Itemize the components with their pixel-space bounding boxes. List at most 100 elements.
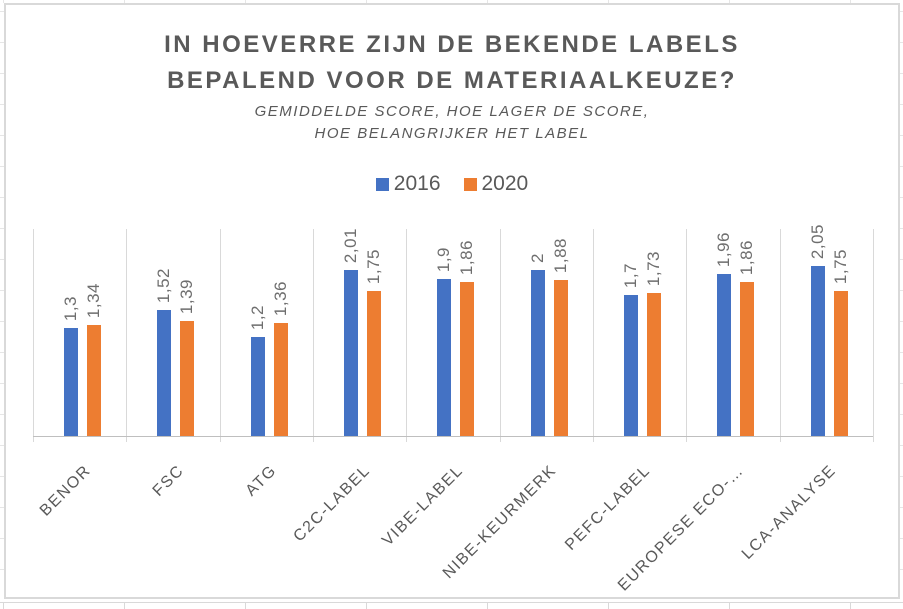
value-label-2020-nibe-keurmerk: 1,88 — [551, 237, 570, 273]
worksheet-gridline — [0, 321, 4, 322]
worksheet-gridline — [900, 11, 903, 12]
worksheet-gridline — [900, 569, 903, 570]
value-label-2020-benor: 1,34 — [84, 282, 103, 318]
category-label-c2c-label: C2C-LABEL — [290, 462, 375, 546]
bar-2016-c2c-label[interactable] — [344, 270, 358, 436]
bar-2016-pefc-label[interactable] — [624, 295, 638, 436]
worksheet-gridline — [0, 228, 4, 229]
worksheet-gridline — [729, 603, 730, 609]
category-label-atg: ATG — [242, 462, 281, 500]
worksheet-gridline — [0, 135, 4, 136]
worksheet-gridline — [0, 352, 4, 353]
worksheet-gridline — [900, 414, 903, 415]
bar-2020-lca-analyse[interactable] — [834, 291, 848, 436]
worksheet-gridline — [124, 0, 125, 3]
worksheet-gridline — [900, 290, 903, 291]
plot-gridline — [406, 229, 407, 442]
bar-2016-vibe-label[interactable] — [437, 279, 451, 436]
chart-area[interactable]: IN HOEVERRE ZIJN DE BEKENDE LABELS BEPAL… — [4, 3, 900, 599]
worksheet-gridline — [900, 383, 903, 384]
value-label-2016-lca-analyse: 2,05 — [808, 223, 827, 259]
value-label-2016-c2c-label: 2,01 — [341, 227, 360, 263]
value-label-2020-europese-eco: 1,86 — [737, 239, 756, 275]
plot-gridline — [313, 229, 314, 442]
worksheet-gridline — [0, 11, 4, 12]
worksheet-gridline — [900, 104, 903, 105]
plot-gridline — [500, 229, 501, 442]
worksheet-gridline — [0, 445, 4, 446]
bar-2020-vibe-label[interactable] — [460, 282, 474, 436]
worksheet-gridline — [729, 0, 730, 3]
bar-2020-fsc[interactable] — [180, 321, 194, 436]
worksheet-gridline — [900, 228, 903, 229]
bar-2016-atg[interactable] — [251, 337, 265, 436]
worksheet-gridline — [0, 602, 903, 603]
value-label-2020-lca-analyse: 1,75 — [831, 248, 850, 284]
category-label-benor: BENOR — [36, 462, 95, 520]
subtitle-line-2: HOE BELANGRIJKER HET LABEL — [314, 125, 590, 142]
bar-2016-nibe-keurmerk[interactable] — [531, 270, 545, 436]
worksheet-gridline — [0, 569, 4, 570]
bar-2020-atg[interactable] — [274, 323, 288, 436]
plot-gridline — [873, 229, 874, 442]
bar-2016-benor[interactable] — [64, 328, 78, 436]
x-axis-line — [33, 436, 873, 437]
plot-gridline — [33, 229, 34, 442]
worksheet-gridline — [900, 197, 903, 198]
value-label-2016-benor: 1,3 — [61, 295, 80, 321]
category-label-vibe-label: VIBE-LABEL — [379, 462, 468, 550]
bar-2020-c2c-label[interactable] — [367, 291, 381, 436]
plot-gridline — [686, 229, 687, 442]
value-label-2016-pefc-label: 1,7 — [621, 262, 640, 288]
worksheet-gridline — [3, 0, 4, 3]
bar-2016-europese-eco[interactable] — [717, 274, 731, 436]
worksheet-gridline — [900, 538, 903, 539]
plot-gridline — [593, 229, 594, 442]
worksheet-gridline — [245, 0, 246, 3]
worksheet-gridline — [0, 476, 4, 477]
plot-area: 1,3 1,52 1,2 2,01 1,9 2 1,7 1,96 2,05 1,34 1,39 1,3… — [33, 224, 874, 594]
worksheet-gridline — [900, 352, 903, 353]
subtitle-line-1: GEMIDDELDE SCORE, HOE LAGER DE SCORE, — [254, 103, 650, 120]
worksheet-gridline — [0, 197, 4, 198]
worksheet-gridline — [0, 42, 4, 43]
worksheet-gridline — [850, 0, 851, 3]
value-label-2016-vibe-label: 1,9 — [434, 246, 453, 272]
bar-2016-fsc[interactable] — [157, 310, 171, 436]
chart-title[interactable]: IN HOEVERRE ZIJN DE BEKENDE LABELS BEPAL… — [6, 27, 898, 145]
legend-item-2016[interactable]: 2016 — [375, 172, 441, 196]
worksheet-gridline — [245, 603, 246, 609]
worksheet-gridline — [900, 135, 903, 136]
bar-2016-lca-analyse[interactable] — [811, 266, 825, 436]
worksheet-gridline — [487, 0, 488, 3]
value-label-2016-fsc: 1,52 — [154, 267, 173, 303]
plot-gridline — [220, 229, 221, 442]
category-label-fsc: FSC — [149, 462, 188, 500]
bar-2020-benor[interactable] — [87, 325, 101, 436]
worksheet-gridline — [0, 414, 4, 415]
worksheet-gridline — [0, 166, 4, 167]
value-label-2016-atg: 1,2 — [248, 304, 267, 330]
legend-item-2020[interactable]: 2020 — [463, 172, 529, 196]
legend-swatch-2020-icon — [463, 177, 477, 191]
worksheet-gridline — [0, 383, 4, 384]
worksheet-gridline — [0, 538, 4, 539]
worksheet-gridline — [0, 104, 4, 105]
bar-2020-pefc-label[interactable] — [647, 293, 661, 436]
worksheet-gridline — [124, 603, 125, 609]
value-label-2016-nibe-keurmerk: 2 — [528, 253, 547, 263]
legend: 2016 2020 — [6, 172, 898, 196]
bar-2020-europese-eco[interactable] — [740, 282, 754, 436]
plot-gridline — [780, 229, 781, 442]
worksheet-gridline — [900, 42, 903, 43]
legend-label-2016: 2016 — [393, 172, 441, 195]
value-label-2020-c2c-label: 1,75 — [364, 248, 383, 284]
worksheet-gridline — [0, 507, 4, 508]
worksheet-gridline — [900, 476, 903, 477]
chart-subtitle: GEMIDDELDE SCORE, HOE LAGER DE SCORE, HO… — [6, 101, 898, 145]
bar-2020-nibe-keurmerk[interactable] — [554, 280, 568, 436]
legend-label-2020: 2020 — [481, 172, 529, 195]
category-label-pefc-label: PEFC-LABEL — [562, 462, 655, 554]
plot-gridline — [126, 229, 127, 442]
worksheet-gridline — [366, 603, 367, 609]
